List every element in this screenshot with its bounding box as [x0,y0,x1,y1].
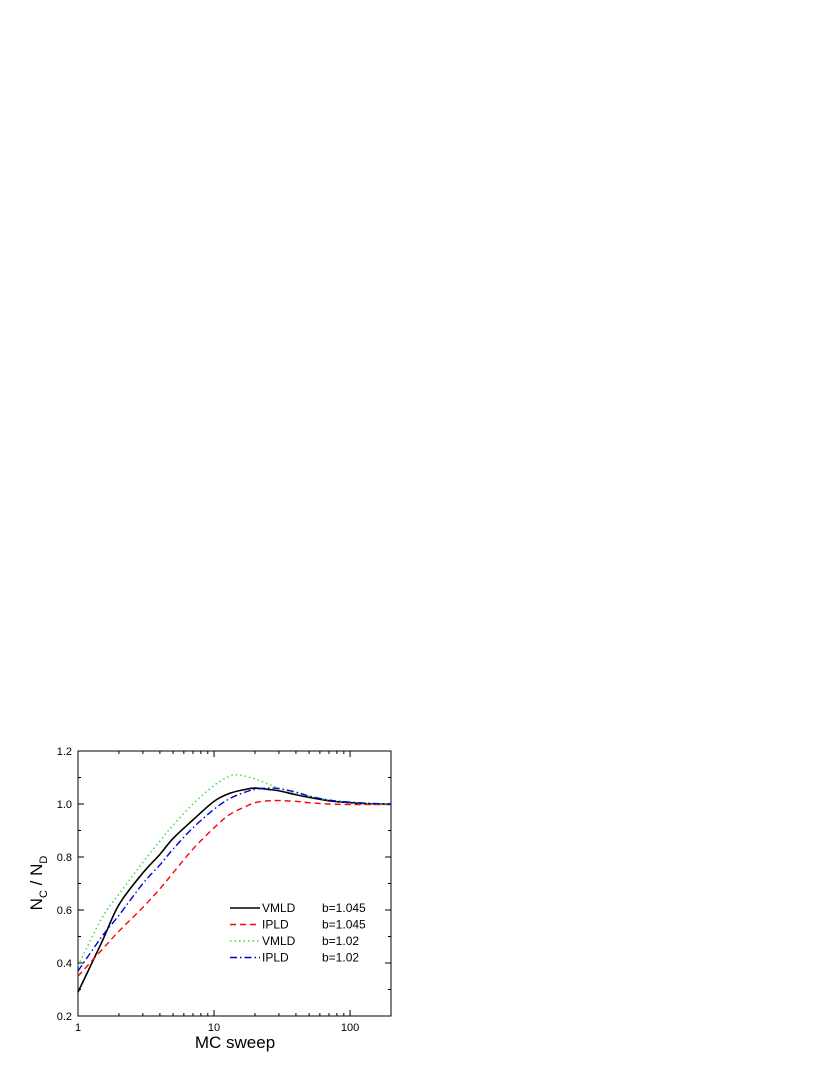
y-tick-label: 1.0 [57,799,72,811]
y-tick-label: 0.8 [57,852,72,864]
y-axis-title: NC / ND [27,856,50,911]
legend-label-1: IPLD [262,918,289,932]
y-axis-title-sub2: D [38,856,50,864]
legend: VMLD b=1.045 IPLD b=1.045 VMLD b=1.02 IPLD b=1.… [230,901,366,965]
y-tick-label: 0.2 [57,1011,72,1023]
legend-param-1: b=1.045 [322,918,366,932]
y-axis-title-sep: / [27,876,46,890]
x-tick-label: 1 [75,1022,81,1034]
legend-label-2: VMLD [262,934,296,948]
y-tick-label: 0.6 [57,905,72,917]
legend-label-3: IPLD [262,951,289,965]
x-ticks: 1 10 100 [75,751,392,1034]
series-line-1 [77,799,391,977]
legend-label-0: VMLD [262,901,296,915]
x-tick-label: 10 [208,1022,220,1034]
series-line-3 [77,787,392,972]
y-axis-title-sub1: C [38,890,50,898]
x-axis-title: MC sweep [195,1033,275,1052]
series-line-2 [77,774,392,966]
legend-param-2: b=1.02 [322,934,359,948]
plot-frame [77,750,392,1017]
y-tick-label: 1.2 [57,746,72,758]
y-axis-title-group: NC / ND [27,856,50,911]
series-layer [77,774,392,993]
y-tick-label: 0.4 [57,958,72,970]
y-axis-title-main2: N [27,864,46,876]
y-axis-title-main1: N [27,898,46,910]
series-line-0 [77,787,392,993]
legend-param-3: b=1.02 [322,951,359,965]
y-ticks: 0.2 0.4 0.6 0.8 1.0 1.2 [57,746,391,1023]
x-tick-label: 100 [341,1022,359,1034]
legend-param-0: b=1.045 [322,901,366,915]
